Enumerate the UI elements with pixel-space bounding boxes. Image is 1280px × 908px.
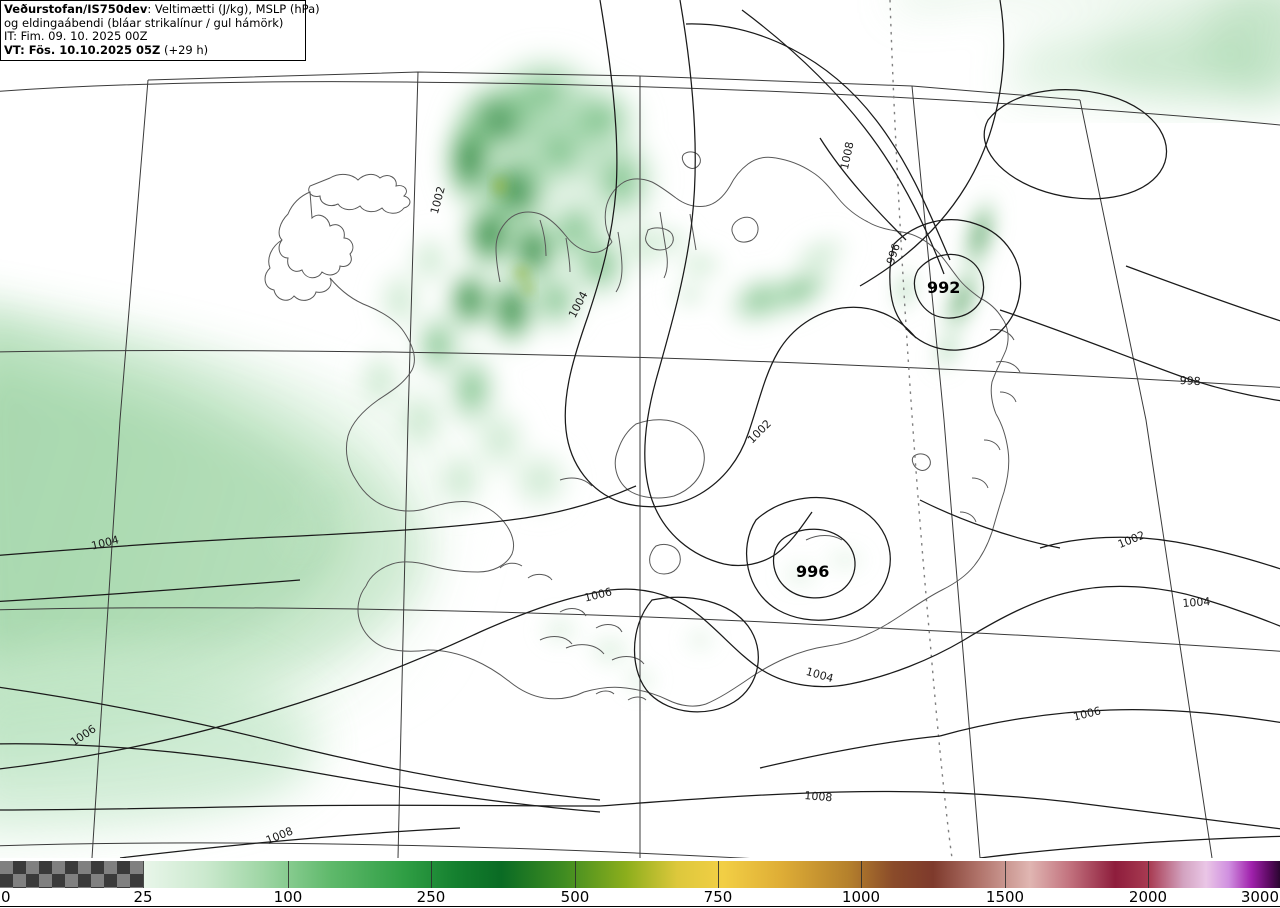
colorbar-tick-label: 25 bbox=[133, 888, 153, 906]
colorbar-tick-label: 0 bbox=[1, 888, 11, 906]
colorbar-gradient bbox=[143, 861, 1280, 888]
colorbar-ticks bbox=[0, 861, 1280, 888]
coastline-layer bbox=[264, 151, 1021, 707]
colorbar-tick bbox=[1005, 861, 1006, 888]
valid-time: VT: Fös. 10.10.2025 05Z bbox=[4, 42, 161, 57]
colorbar-tick-label: 2000 bbox=[1128, 888, 1168, 906]
colorbar-strip[interactable] bbox=[0, 861, 1280, 888]
colorbar-tick bbox=[718, 861, 719, 888]
forecast-hour: (+29 h) bbox=[160, 42, 209, 57]
colorbar-tick-label: 750 bbox=[703, 888, 733, 906]
model-fields: : Veltimætti (J/kg), MSLP (hPa) bbox=[147, 2, 320, 16]
isobar-label: 992 bbox=[927, 278, 961, 297]
colorbar-tick-label: 500 bbox=[560, 888, 590, 906]
colorbar-transparent-range bbox=[0, 861, 143, 888]
colorbar-tick-label: 100 bbox=[273, 888, 303, 906]
info-line-4-valid-time: VT: Fös. 10.10.2025 05Z (+29 h) bbox=[4, 42, 302, 58]
isobar-label: 996 bbox=[796, 562, 830, 581]
model-name: Veðurstofan/IS750dev bbox=[4, 2, 148, 16]
title-info-box: Veðurstofan/IS750dev: Veltimætti (J/kg),… bbox=[0, 0, 320, 62]
info-line-1: Veðurstofan/IS750dev: Veltimætti (J/kg),… bbox=[4, 2, 320, 17]
isobar-label: 1008 bbox=[803, 789, 833, 805]
map-svg bbox=[0, 0, 1280, 858]
colorbar-tick-label: 3000 bbox=[1240, 888, 1279, 906]
isobar-layer bbox=[0, 0, 1280, 858]
colorbar-tick bbox=[575, 861, 576, 888]
colorbar[interactable]: 0 25 100 250 500 750 1000 1500 2000 3000 bbox=[0, 858, 1280, 908]
map-canvas[interactable]: Veðurstofan/IS750dev: Veltimætti (J/kg),… bbox=[0, 0, 1280, 858]
colorbar-baseline bbox=[0, 906, 1280, 907]
dotted-meridian bbox=[889, 0, 953, 858]
isobar-label: 1004 bbox=[1182, 595, 1211, 610]
colorbar-tick bbox=[861, 861, 862, 888]
isobar-label: 998 bbox=[1179, 374, 1201, 389]
colorbar-tick-label: 1500 bbox=[985, 888, 1025, 906]
colorbar-tick bbox=[288, 861, 289, 888]
colorbar-tick bbox=[143, 861, 144, 888]
colorbar-tick bbox=[1148, 861, 1149, 888]
cape-shading-layer bbox=[0, 0, 1280, 839]
info-line-3-init-time: IT: Fim. 09. 10. 2025 00Z bbox=[4, 29, 148, 44]
colorbar-tick-label: 1000 bbox=[841, 888, 881, 906]
colorbar-tick-label: 250 bbox=[416, 888, 446, 906]
info-line-2: og eldingaábendi (bláar strikalínur / gu… bbox=[4, 15, 284, 30]
colorbar-labels: 0 25 100 250 500 750 1000 1500 2000 3000 bbox=[0, 888, 1280, 908]
colorbar-tick bbox=[431, 861, 432, 888]
